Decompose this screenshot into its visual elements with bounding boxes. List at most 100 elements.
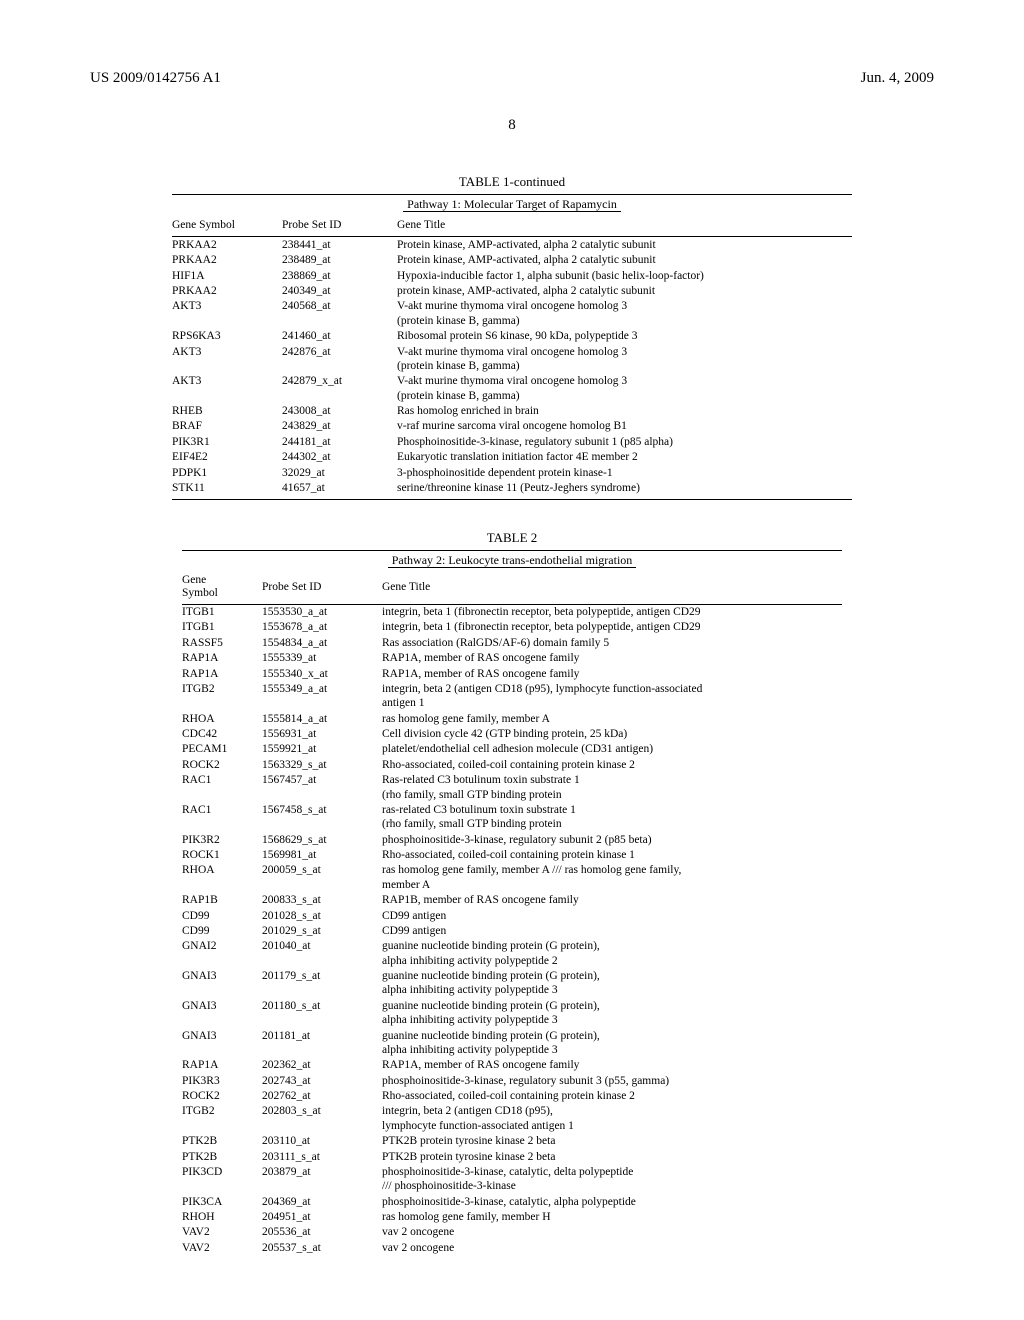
table-2-cell: RAP1A, member of RAS oncogene family (382, 666, 842, 681)
table-row: RAP1A202362_atRAP1A, member of RAS oncog… (182, 1058, 842, 1073)
table-2-cell: 203110_at (262, 1134, 382, 1149)
table-1-cell: V-akt murine thymoma viral oncogene homo… (397, 374, 852, 404)
table-2-cell: RAP1A, member of RAS oncogene family (382, 651, 842, 666)
table-row: HIF1A238869_atHypoxia-inducible factor 1… (172, 268, 852, 283)
table-1-cell: v-raf murine sarcoma viral oncogene homo… (397, 419, 852, 434)
table-row: RPS6KA3241460_atRibosomal protein S6 kin… (172, 329, 852, 344)
table-2-cell: PIK3CD (182, 1164, 262, 1194)
table-2-cell: 1559921_at (262, 742, 382, 757)
table-1-cell: BRAF (172, 419, 282, 434)
table-2-cell: ROCK2 (182, 1089, 262, 1104)
table-row: RAC11567457_atRas-related C3 botulinum t… (182, 773, 842, 803)
table-1-pathway-text: Pathway 1: Molecular Target of Rapamycin (403, 197, 621, 212)
table-2-cell: Ras association (RalGDS/AF-6) domain fam… (382, 635, 842, 650)
table-2-cell: RAP1A (182, 1058, 262, 1073)
table-2-cell: 202803_s_at (262, 1104, 382, 1134)
table-2-cell: 1555814_a_at (262, 711, 382, 726)
table-2-cell: ITGB2 (182, 681, 262, 711)
table-2-block: TABLE 2 Pathway 2: Leukocyte trans-endot… (182, 530, 842, 1259)
table-2-cell: guanine nucleotide binding protein (G pr… (382, 969, 842, 999)
table-2-cell: RHOA (182, 863, 262, 893)
table-1-cell: V-akt murine thymoma viral oncogene homo… (397, 344, 852, 374)
table-2-cell: CD99 antigen (382, 908, 842, 923)
table-row: PECAM11559921_atplatelet/endothelial cel… (182, 742, 842, 757)
table-2-pathway-text: Pathway 2: Leukocyte trans-endothelial m… (388, 553, 637, 568)
table-2-cell: 201179_s_at (262, 969, 382, 999)
table-1-cell: AKT3 (172, 299, 282, 329)
table-row: GNAI3201179_s_atguanine nucleotide bindi… (182, 969, 842, 999)
table-2-cell: 201181_at (262, 1028, 382, 1058)
table-2-cell: platelet/endothelial cell adhesion molec… (382, 742, 842, 757)
table-1-cell: Ras homolog enriched in brain (397, 404, 852, 419)
table-2-cell: Rho-associated, coiled-coil containing p… (382, 848, 842, 863)
table-row: RHOA200059_s_atras homolog gene family, … (182, 863, 842, 893)
table-2-col-0: GeneSymbol (182, 570, 262, 604)
table-2-cell: integrin, beta 1 (fibronectin receptor, … (382, 604, 842, 620)
table-2-cell: VAV2 (182, 1240, 262, 1259)
table-1-cell: 244302_at (282, 450, 397, 465)
table-2-cell: integrin, beta 2 (antigen CD18 (p95), ly… (382, 1104, 842, 1134)
table-2-cell: RAP1B (182, 893, 262, 908)
table-2-cell: GNAI2 (182, 939, 262, 969)
table-row: PIK3R21568629_s_atphosphoinositide-3-kin… (182, 832, 842, 847)
table-row: CD99201029_s_atCD99 antigen (182, 923, 842, 938)
table-2-cell: PIK3R3 (182, 1073, 262, 1088)
table-1-cell: RHEB (172, 404, 282, 419)
table-2-cell: vav 2 oncogene (382, 1225, 842, 1240)
table-1-cell: 238869_at (282, 268, 397, 283)
table-row: STK1141657_atserine/threonine kinase 11 … (172, 480, 852, 499)
table-2: GeneSymbol Probe Set ID Gene Title ITGB1… (182, 570, 842, 1259)
table-1-cell: 238489_at (282, 253, 397, 268)
table-row: AKT3242876_atV-akt murine thymoma viral … (172, 344, 852, 374)
table-2-cell: RASSF5 (182, 635, 262, 650)
table-1-cell: protein kinase, AMP-activated, alpha 2 c… (397, 284, 852, 299)
table-row: RHOA1555814_a_atras homolog gene family,… (182, 711, 842, 726)
table-1-cell: RPS6KA3 (172, 329, 282, 344)
table-row: CD99201028_s_atCD99 antigen (182, 908, 842, 923)
table-1-cell: HIF1A (172, 268, 282, 283)
table-2-cell: RHOH (182, 1210, 262, 1225)
table-1-cell: 244181_at (282, 434, 397, 449)
table-2-cell: 1569981_at (262, 848, 382, 863)
table-2-cell: ras homolog gene family, member H (382, 1210, 842, 1225)
table-2-cell: 205536_at (262, 1225, 382, 1240)
table-2-cell: RAP1A (182, 666, 262, 681)
table-1-cell: 242879_x_at (282, 374, 397, 404)
table-1-cell: PRKAA2 (172, 237, 282, 253)
table-2-cell: 1567457_at (262, 773, 382, 803)
table-2-cell: ITGB1 (182, 620, 262, 635)
table-1-cell: EIF4E2 (172, 450, 282, 465)
table-row: ITGB21555349_a_atintegrin, beta 2 (antig… (182, 681, 842, 711)
table-2-cell: guanine nucleotide binding protein (G pr… (382, 939, 842, 969)
table-1-cell: 242876_at (282, 344, 397, 374)
table-row: RAP1A1555339_atRAP1A, member of RAS onco… (182, 651, 842, 666)
table-row: AKT3240568_atV-akt murine thymoma viral … (172, 299, 852, 329)
table-2-cell: 201029_s_at (262, 923, 382, 938)
table-row: RHOH204951_atras homolog gene family, me… (182, 1210, 842, 1225)
table-2-col-2: Gene Title (382, 570, 842, 604)
table-2-header-row: GeneSymbol Probe Set ID Gene Title (182, 570, 842, 604)
table-2-cell: 1568629_s_at (262, 832, 382, 847)
table-row: ITGB11553678_a_atintegrin, beta 1 (fibro… (182, 620, 842, 635)
table-1-header-row: Gene Symbol Probe Set ID Gene Title (172, 214, 852, 237)
table-row: GNAI2201040_atguanine nucleotide binding… (182, 939, 842, 969)
table-row: RAP1B200833_s_atRAP1B, member of RAS onc… (182, 893, 842, 908)
table-1-col-0: Gene Symbol (172, 214, 282, 237)
table-2-cell: 204369_at (262, 1194, 382, 1209)
table-1-bottom-rule (172, 499, 852, 500)
table-2-caption: TABLE 2 (182, 530, 842, 546)
table-2-cell: 202762_at (262, 1089, 382, 1104)
table-1-col-2: Gene Title (397, 214, 852, 237)
table-row: ROCK11569981_atRho-associated, coiled-co… (182, 848, 842, 863)
table-2-col-0-l1: Gene (182, 574, 206, 586)
table-2-cell: Ras-related C3 botulinum toxin substrate… (382, 773, 842, 803)
table-2-cell: 1553678_a_at (262, 620, 382, 635)
table-1-cell: PIK3R1 (172, 434, 282, 449)
table-1-cell: STK11 (172, 480, 282, 499)
table-row: ROCK21563329_s_atRho-associated, coiled-… (182, 757, 842, 772)
table-2-cell: ROCK1 (182, 848, 262, 863)
table-2-cell: ras homolog gene family, member A /// ra… (382, 863, 842, 893)
table-2-pathway: Pathway 2: Leukocyte trans-endothelial m… (182, 550, 842, 570)
table-1-cell: 240349_at (282, 284, 397, 299)
table-2-cell: 200059_s_at (262, 863, 382, 893)
